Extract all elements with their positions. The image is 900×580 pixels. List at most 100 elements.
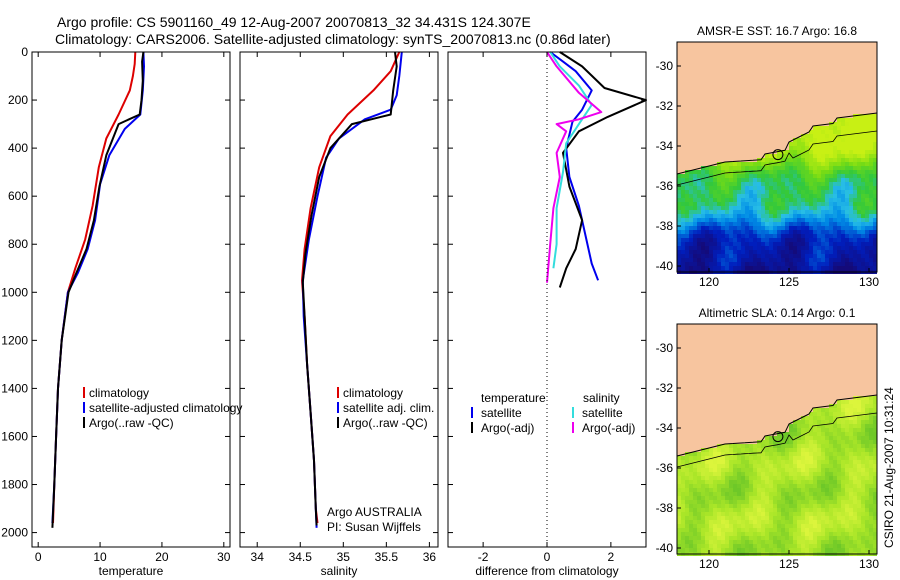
sst-ocean-cell [805, 218, 809, 222]
sst-ocean-cell [725, 214, 729, 218]
sst-ocean-cell [705, 202, 709, 206]
sla-ocean-cell [717, 516, 721, 520]
sla-ocean-cell [681, 500, 685, 504]
sst-ocean-cell [793, 238, 797, 242]
sst-ocean-cell [861, 222, 865, 226]
sst-ocean-cell [833, 218, 837, 222]
sla-ocean-cell [737, 468, 741, 472]
sst-ocean-cell [849, 122, 853, 126]
sst-ocean-cell [825, 138, 829, 142]
sst-ocean-cell [833, 130, 837, 134]
sla-ocean-cell [749, 520, 753, 524]
sla-ocean-cell [725, 532, 729, 536]
sst-ocean-cell [801, 182, 805, 186]
sst-ocean-cell [817, 230, 821, 234]
sla-ocean-cell [801, 500, 805, 504]
sst-ocean-cell [829, 250, 833, 254]
sla-ocean-cell [849, 524, 853, 528]
sla-ocean-cell [681, 460, 685, 464]
sst-ocean-cell [865, 114, 869, 118]
sla-ocean-cell [837, 496, 841, 500]
sst-ocean-cell [857, 134, 861, 138]
sst-ocean-cell [709, 222, 713, 226]
sst-ocean-cell [797, 242, 801, 246]
sst-ocean-cell [805, 170, 809, 174]
sst-ocean-cell [737, 162, 741, 166]
sla-ocean-cell [825, 424, 829, 428]
sla-ocean-cell [721, 512, 725, 516]
sst-ocean-cell [701, 226, 705, 230]
sla-ocean-cell [721, 456, 725, 460]
sla-ocean-cell [857, 412, 861, 416]
sla-ocean-cell [849, 504, 853, 508]
sst-ocean-cell [709, 234, 713, 238]
sst-ocean-cell [857, 262, 861, 266]
sst-ocean-cell [865, 122, 869, 126]
sla-ocean-cell [793, 444, 797, 448]
sla-ocean-cell [813, 520, 817, 524]
sla-ocean-cell [717, 536, 721, 540]
sla-ocean-cell [677, 492, 681, 496]
sst-ocean-cell [849, 170, 853, 174]
sst-ocean-cell [713, 258, 717, 262]
sst-ocean-cell [677, 266, 681, 270]
sst-ocean-cell [705, 266, 709, 270]
sla-ocean-cell [705, 464, 709, 468]
sla-ocean-cell [869, 464, 873, 468]
sla-ocean-cell [737, 492, 741, 496]
sla-ocean-cell [833, 512, 837, 516]
sla-ocean-cell [769, 468, 773, 472]
sla-ocean-cell [701, 512, 705, 516]
sst-ocean-cell [777, 238, 781, 242]
sst-ocean-cell [693, 258, 697, 262]
sla-ocean-cell [849, 452, 853, 456]
sla-ocean-cell [837, 448, 841, 452]
sla-ocean-cell [817, 436, 821, 440]
sla-ocean-cell [873, 528, 877, 532]
sst-ocean-cell [797, 254, 801, 258]
sst-ocean-cell [849, 210, 853, 214]
sst-ocean-cell [797, 214, 801, 218]
sla-ocean-cell [797, 448, 801, 452]
sla-ocean-cell [777, 468, 781, 472]
sst-ocean-cell [765, 230, 769, 234]
sst-ocean-cell [825, 202, 829, 206]
sst-ocean-cell [845, 202, 849, 206]
sst-ocean-cell [821, 130, 825, 134]
sst-ocean-cell [861, 194, 865, 198]
sla-ocean-cell [737, 480, 741, 484]
sst-ocean-cell [809, 130, 813, 134]
sst-ocean-cell [757, 162, 761, 166]
sst-ocean-cell [757, 166, 761, 170]
sla-ocean-cell [785, 536, 789, 540]
sla-ocean-cell [745, 476, 749, 480]
sla-ocean-cell [817, 536, 821, 540]
sst-ocean-cell [817, 134, 821, 138]
sst-ocean-cell [845, 118, 849, 122]
sla-ocean-cell [805, 476, 809, 480]
sst-ocean-cell [793, 210, 797, 214]
sla-ocean-cell [857, 504, 861, 508]
sst-ocean-cell [781, 150, 785, 154]
sla-ocean-cell [825, 544, 829, 548]
sla-ocean-cell [853, 500, 857, 504]
sst-ocean-cell [801, 206, 805, 210]
sla-ocean-cell [741, 520, 745, 524]
sla-ocean-cell [793, 540, 797, 544]
sst-ocean-cell [849, 262, 853, 266]
sla-ocean-cell [841, 540, 845, 544]
sst-ocean-cell [777, 154, 781, 158]
sla-ocean-cell [713, 448, 717, 452]
sst-ocean-cell [865, 126, 869, 130]
sla-ocean-cell [833, 504, 837, 508]
sst-ocean-cell [797, 194, 801, 198]
sst-ocean-cell [789, 218, 793, 222]
sst-ocean-cell [701, 170, 705, 174]
sla-coastline [676, 394, 878, 457]
sst-ocean-cell [681, 262, 685, 266]
sla-ocean-cell [837, 436, 841, 440]
sla-ocean-cell [857, 424, 861, 428]
sla-ocean-cell [753, 508, 757, 512]
sst-ocean-cell [853, 210, 857, 214]
sla-ocean-cell [865, 400, 869, 404]
